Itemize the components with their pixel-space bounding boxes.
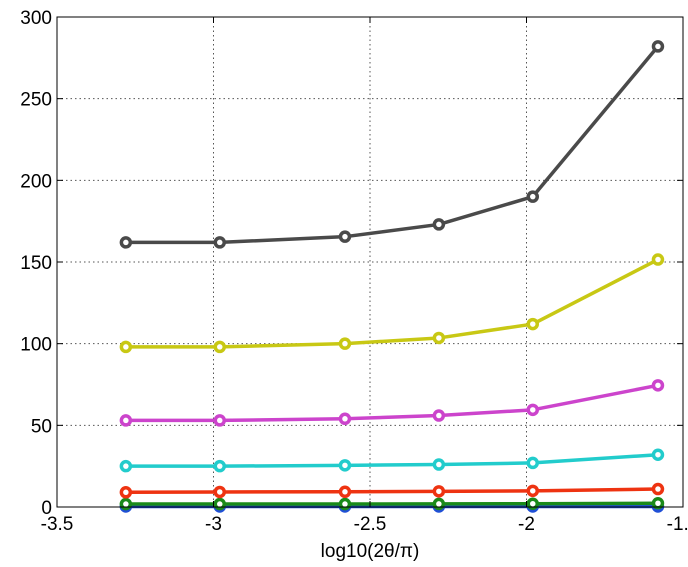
y-tick-label: 50	[31, 416, 52, 437]
data-point	[432, 218, 446, 231]
series-line	[125, 501, 658, 506]
data-point	[119, 340, 133, 354]
data-point	[119, 497, 133, 511]
series-line	[125, 487, 658, 495]
series-6	[119, 253, 665, 354]
data-point	[213, 236, 227, 249]
series-2	[119, 496, 665, 511]
data-point	[526, 317, 540, 331]
data-point	[651, 482, 665, 496]
x-axis-label: log10(2θ/π)	[321, 541, 420, 562]
data-point	[213, 340, 227, 354]
series-line	[125, 45, 660, 245]
x-tick-label: -2.5	[354, 514, 387, 535]
data-point	[526, 190, 540, 203]
x-tick-label: -1.5	[667, 514, 688, 535]
data-point	[432, 485, 446, 498]
grid	[57, 17, 683, 507]
data-point	[432, 458, 446, 471]
data-point	[338, 485, 352, 499]
data-point	[526, 403, 540, 417]
series-line	[125, 383, 659, 423]
series-7	[119, 40, 665, 249]
data-point	[338, 412, 352, 426]
data-point	[651, 40, 665, 53]
series-3	[119, 482, 665, 499]
data-point	[119, 236, 133, 249]
data-point	[526, 484, 540, 498]
series-line	[125, 257, 659, 349]
x-tick-label: -2	[518, 514, 535, 535]
data-point	[338, 497, 352, 511]
data-point	[213, 414, 227, 427]
data-point	[213, 459, 227, 473]
data-point	[526, 497, 540, 510]
x-tick-label: -3.5	[41, 514, 74, 535]
data-point	[119, 414, 133, 427]
axis-ticks: -3.5 -3 -2.5 -2 -1.5 0 50 100 150 200 250 300	[20, 8, 688, 535]
data-point	[432, 497, 446, 511]
y-tick-label: 100	[20, 335, 52, 356]
data-point	[338, 337, 352, 350]
y-tick-label: 150	[20, 253, 52, 274]
series-4	[119, 448, 665, 473]
data-point	[526, 456, 540, 470]
series-group	[119, 40, 665, 513]
series-5	[119, 379, 665, 427]
data-point	[338, 230, 352, 243]
data-point	[338, 459, 352, 472]
data-point	[651, 448, 665, 461]
data-point	[213, 485, 227, 499]
data-point	[651, 496, 665, 510]
series-line	[125, 452, 659, 468]
data-point	[119, 486, 133, 499]
data-point	[651, 253, 665, 266]
y-tick-label: 250	[20, 90, 52, 111]
y-tick-label: 300	[20, 8, 52, 29]
y-tick-label: 0	[41, 498, 52, 519]
y-tick-label: 200	[20, 171, 52, 192]
data-point	[432, 409, 446, 422]
data-point	[119, 459, 133, 473]
data-point	[651, 379, 665, 392]
x-tick-label: -3	[205, 514, 222, 535]
data-point	[432, 331, 446, 345]
data-point	[213, 497, 227, 511]
